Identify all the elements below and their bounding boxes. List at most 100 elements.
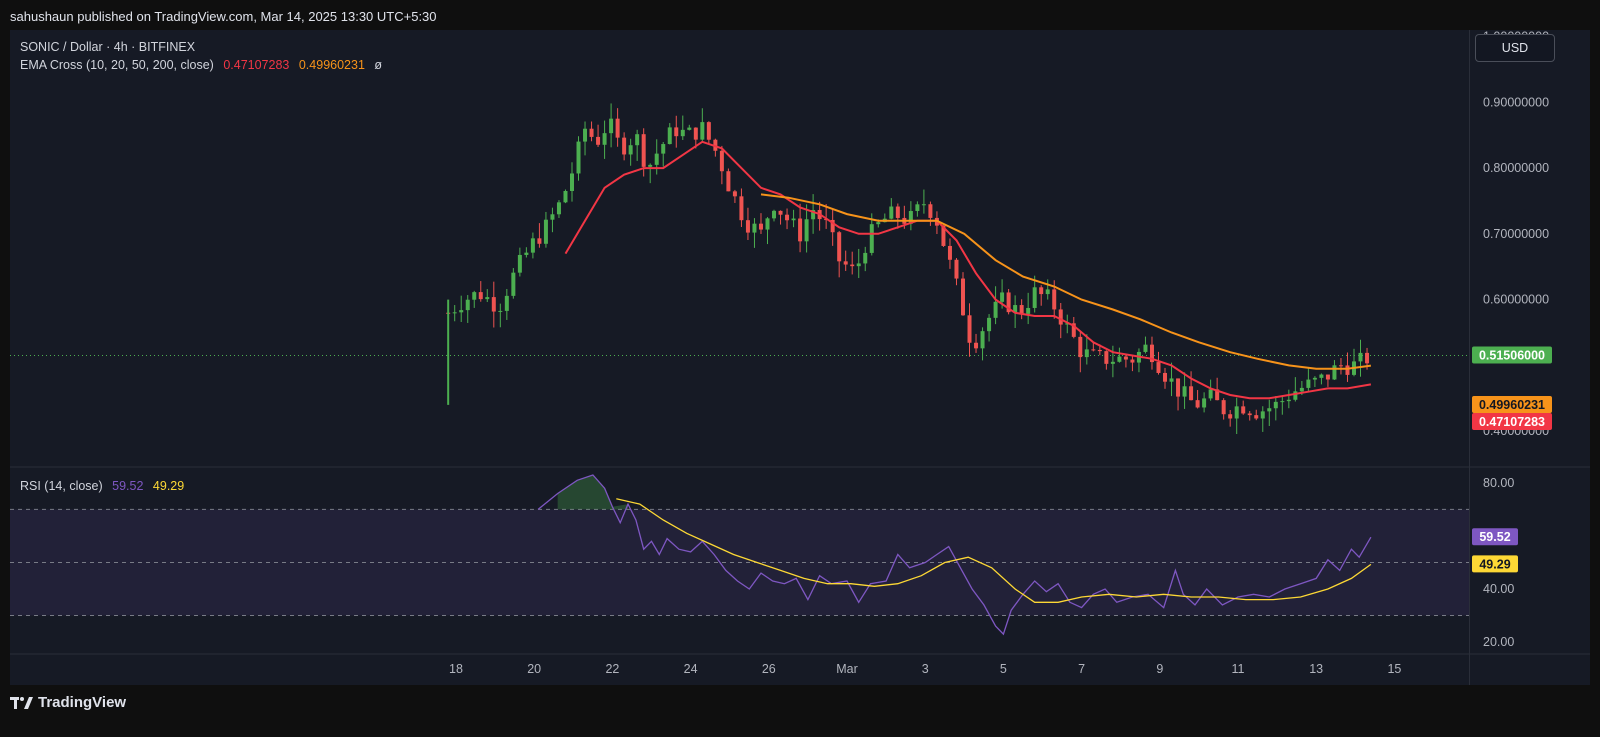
rsi-ma-line xyxy=(616,498,1372,603)
candle-body xyxy=(693,127,698,140)
candle-body xyxy=(563,190,568,203)
candle-body xyxy=(921,204,926,206)
ema-indicator-name[interactable]: EMA Cross (10, 20, 50, 200, close) xyxy=(20,58,214,72)
candle-body xyxy=(804,219,809,242)
price-value-label-bg xyxy=(1472,413,1552,430)
candle-body xyxy=(895,206,900,218)
candle-body xyxy=(1013,305,1018,313)
candle-body xyxy=(517,254,522,273)
rsi-overbought-fill xyxy=(557,474,629,510)
candle-body xyxy=(569,173,574,191)
candle-body xyxy=(1254,415,1259,419)
candle-body xyxy=(1365,352,1370,364)
candle-body xyxy=(700,122,705,140)
tradingview-brand: TradingView xyxy=(38,694,127,711)
symbol-legend: SONIC / Dollar · 4h · BITFINEX xyxy=(20,40,201,54)
candle-body xyxy=(1280,401,1285,403)
candle-body xyxy=(524,252,529,255)
rsi-value-label: 49.29 xyxy=(1479,557,1510,571)
candle-body xyxy=(745,220,750,233)
candle-body xyxy=(1078,336,1083,358)
rsi-pane xyxy=(10,474,1469,636)
time-tick-label: 15 xyxy=(1387,662,1401,676)
candle-body xyxy=(941,225,946,246)
rsi-legend: RSI (14, close) 59.52 49.29 xyxy=(20,479,190,493)
candle-body xyxy=(1169,378,1174,382)
candle-body xyxy=(791,218,796,221)
candle-body xyxy=(465,299,470,311)
candle-body xyxy=(543,219,548,244)
candle-body xyxy=(993,301,998,318)
ema-20-line xyxy=(760,193,1372,370)
rsi-tick-label: 20.00 xyxy=(1483,635,1514,649)
candle-body xyxy=(1019,305,1024,314)
time-tick-label: 18 xyxy=(449,662,463,676)
candle-body xyxy=(837,232,842,262)
candle-body xyxy=(798,218,803,242)
candle-body xyxy=(1325,374,1330,380)
candle-body xyxy=(772,210,777,219)
candle-body xyxy=(1286,399,1291,402)
candle-body xyxy=(452,312,457,314)
candle-body xyxy=(1228,414,1233,419)
candle-body xyxy=(1332,365,1337,380)
candle-body xyxy=(1084,349,1089,358)
symbol-title[interactable]: SONIC / Dollar · 4h · BITFINEX xyxy=(20,40,196,54)
candle-body xyxy=(1156,362,1161,373)
candle-body xyxy=(758,223,763,230)
currency-button[interactable]: USD xyxy=(1475,34,1555,62)
tradingview-footer[interactable]: TradingView xyxy=(10,694,126,711)
candle-body xyxy=(1117,356,1122,362)
candle-body xyxy=(1202,398,1207,408)
rsi-tick-label: 40.00 xyxy=(1483,582,1514,596)
candle-body xyxy=(680,129,685,137)
candle-body xyxy=(1358,352,1363,362)
candle-body xyxy=(1345,365,1350,375)
price-tick-label: 0.70000000 xyxy=(1483,227,1549,241)
candle-body xyxy=(1032,287,1037,308)
candle-body xyxy=(583,128,588,142)
candle-body xyxy=(1299,387,1304,392)
candle-body xyxy=(726,171,731,192)
candle-body xyxy=(752,223,757,233)
price-tick-label: 0.80000000 xyxy=(1483,161,1549,175)
candle-body xyxy=(719,150,724,172)
ema-10-line xyxy=(564,140,1372,400)
candle-body xyxy=(1110,361,1115,364)
candle-body xyxy=(1247,413,1252,416)
candle-body xyxy=(1267,408,1272,412)
candle-body xyxy=(1260,411,1265,419)
candle-body xyxy=(1241,406,1246,414)
candle-body xyxy=(1026,307,1031,314)
candle-body xyxy=(654,153,659,165)
price-value-label-bg xyxy=(1472,396,1552,413)
candle-body xyxy=(706,122,711,140)
candle-body xyxy=(1039,287,1044,295)
price-value-label-bg xyxy=(1472,346,1552,364)
candle-body xyxy=(556,202,561,215)
candle-body xyxy=(641,134,646,167)
candle-body xyxy=(472,292,477,300)
candle-body xyxy=(1006,292,1011,313)
candle-body xyxy=(980,331,985,349)
ema-slow-value: 0.49960231 xyxy=(298,58,365,72)
candle-body xyxy=(1065,323,1070,325)
time-axis: 18 20 22 24 26 Mar 3 5 7 9 11 13 15 xyxy=(449,662,1401,676)
candle-body xyxy=(667,127,672,145)
candle-body xyxy=(947,245,952,260)
candle-body xyxy=(908,211,913,224)
candle-body xyxy=(1091,349,1096,351)
candle-body xyxy=(1215,389,1220,401)
candle-body xyxy=(537,238,542,244)
rsi-tick-label: 80.00 xyxy=(1483,476,1514,490)
candle-body xyxy=(576,141,581,174)
price-axis: 1.000000000.900000000.800000000.70000000… xyxy=(1472,30,1552,649)
price-tick-label: 0.90000000 xyxy=(1483,95,1549,109)
candle-body xyxy=(661,144,666,154)
rsi-value-label-bg xyxy=(1472,555,1518,573)
candle-body xyxy=(511,272,516,296)
rsi-indicator-name[interactable]: RSI (14, close) xyxy=(20,479,103,493)
time-tick-label: 5 xyxy=(1000,662,1007,676)
candle-body xyxy=(1221,400,1226,415)
